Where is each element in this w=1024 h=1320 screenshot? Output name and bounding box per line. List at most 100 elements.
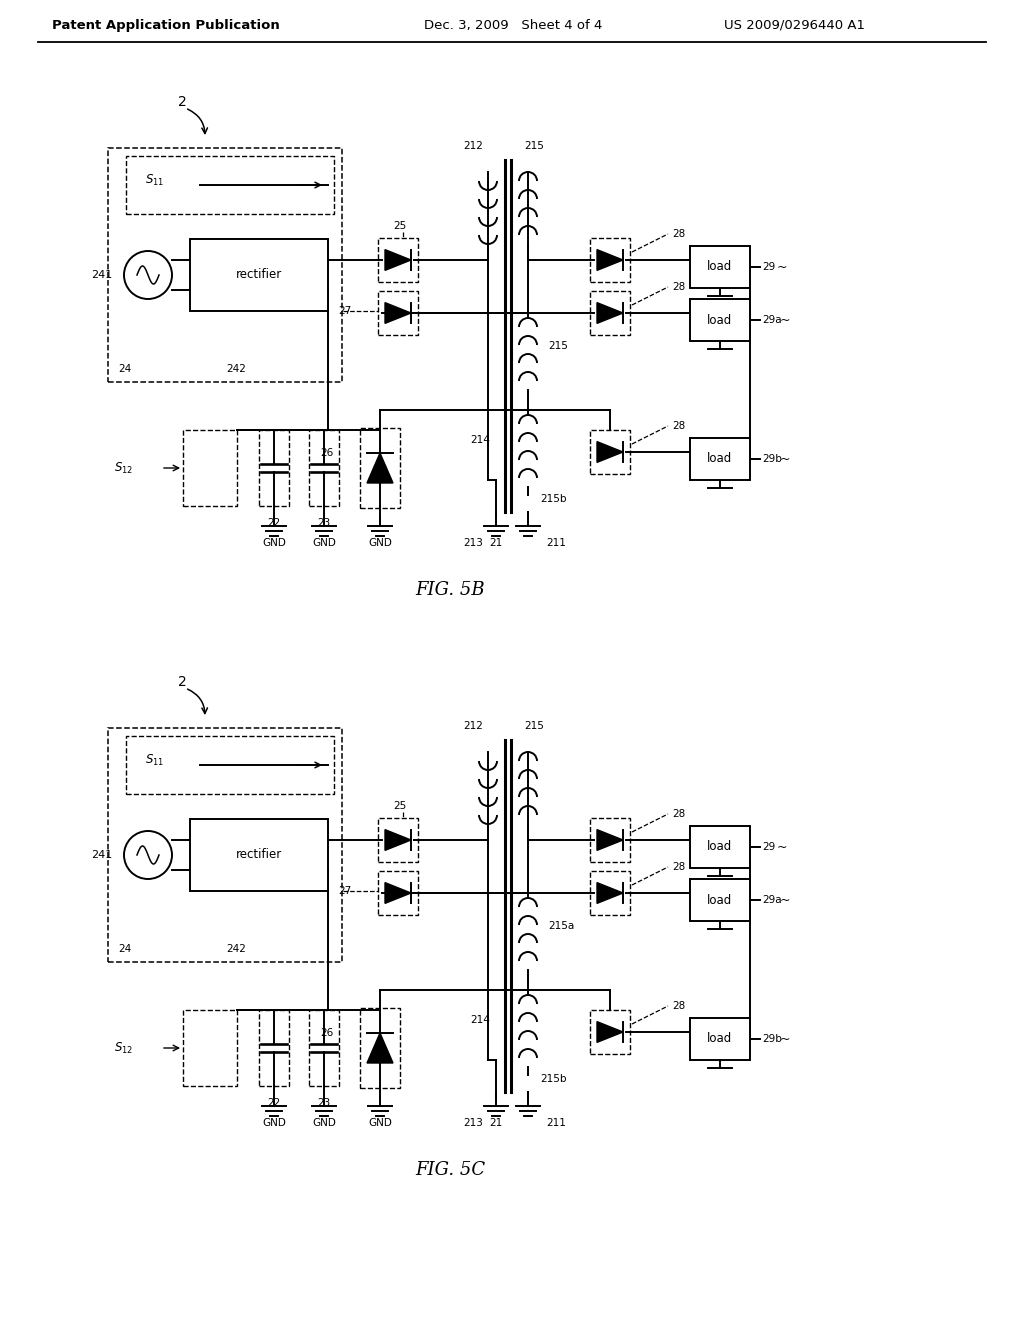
Text: $S_{11}$: $S_{11}$ <box>145 173 164 187</box>
Bar <box>378 818 418 862</box>
Polygon shape <box>597 883 623 903</box>
Text: 215a: 215a <box>548 921 574 931</box>
Bar <box>183 1010 237 1086</box>
Text: 29b: 29b <box>762 1034 782 1044</box>
Text: Dec. 3, 2009   Sheet 4 of 4: Dec. 3, 2009 Sheet 4 of 4 <box>424 18 602 32</box>
Text: load: load <box>708 453 732 466</box>
Text: GND: GND <box>312 539 336 548</box>
Text: 212: 212 <box>463 721 483 731</box>
Text: $S_{12}$: $S_{12}$ <box>114 1040 133 1056</box>
Text: $S_{11}$: $S_{11}$ <box>145 752 164 767</box>
Text: 29b: 29b <box>762 454 782 465</box>
Text: US 2009/0296440 A1: US 2009/0296440 A1 <box>724 18 865 32</box>
Bar <box>309 430 339 506</box>
Polygon shape <box>385 883 411 903</box>
Text: 25: 25 <box>393 220 407 231</box>
Text: Patent Application Publication: Patent Application Publication <box>52 18 280 32</box>
Text: 28: 28 <box>672 421 685 432</box>
Text: 22: 22 <box>267 517 281 528</box>
Text: 28: 28 <box>672 228 685 239</box>
Polygon shape <box>597 829 623 850</box>
Bar <box>690 246 750 288</box>
Text: 241: 241 <box>91 271 112 280</box>
Bar <box>126 156 334 214</box>
Bar <box>378 871 418 915</box>
Polygon shape <box>597 249 623 271</box>
Text: 215: 215 <box>548 341 568 351</box>
Text: load: load <box>708 1032 732 1045</box>
Text: 21: 21 <box>489 539 503 548</box>
Text: 214: 214 <box>470 436 490 445</box>
Text: 24: 24 <box>118 364 131 374</box>
Text: ~: ~ <box>777 841 787 854</box>
Text: 22: 22 <box>267 1098 281 1107</box>
Bar <box>690 300 750 341</box>
Text: 242: 242 <box>226 364 246 374</box>
Polygon shape <box>367 453 393 483</box>
Bar <box>690 438 750 480</box>
Text: 29: 29 <box>762 842 775 851</box>
Bar <box>309 1010 339 1086</box>
Text: 29a: 29a <box>762 895 781 906</box>
Text: 26: 26 <box>319 1028 333 1038</box>
Polygon shape <box>367 1034 393 1063</box>
Text: GND: GND <box>312 1118 336 1129</box>
Polygon shape <box>385 302 411 323</box>
Text: load: load <box>708 314 732 326</box>
Text: 28: 28 <box>672 1001 685 1011</box>
Polygon shape <box>597 442 623 462</box>
Text: 215b: 215b <box>540 1074 566 1084</box>
Text: ~: ~ <box>780 314 791 326</box>
Bar <box>690 826 750 869</box>
Bar <box>590 290 630 335</box>
Bar <box>360 1008 400 1088</box>
Bar <box>108 148 342 381</box>
Text: ~: ~ <box>780 453 791 466</box>
Text: 2: 2 <box>178 95 186 110</box>
Bar <box>190 818 328 891</box>
Text: 27: 27 <box>338 886 351 896</box>
Text: 29a: 29a <box>762 315 781 325</box>
Bar <box>183 430 237 506</box>
Text: 212: 212 <box>463 141 483 150</box>
Bar <box>126 737 334 795</box>
Text: 28: 28 <box>672 862 685 873</box>
Text: 23: 23 <box>317 517 331 528</box>
Text: FIG. 5C: FIG. 5C <box>415 1162 485 1179</box>
Text: GND: GND <box>368 1118 392 1129</box>
Text: GND: GND <box>262 539 286 548</box>
Text: 215: 215 <box>524 721 544 731</box>
Text: 215: 215 <box>524 141 544 150</box>
Text: rectifier: rectifier <box>236 268 283 281</box>
Text: ~: ~ <box>780 894 791 907</box>
Text: 211: 211 <box>546 539 566 548</box>
Text: 215b: 215b <box>540 494 566 504</box>
Bar <box>259 430 289 506</box>
Text: 213: 213 <box>463 539 483 548</box>
Text: load: load <box>708 260 732 273</box>
Bar <box>590 430 630 474</box>
Text: 242: 242 <box>226 944 246 954</box>
Text: GND: GND <box>368 539 392 548</box>
Bar <box>590 1010 630 1053</box>
Bar <box>590 818 630 862</box>
Text: 28: 28 <box>672 809 685 818</box>
Text: ~: ~ <box>780 1032 791 1045</box>
Text: 23: 23 <box>317 1098 331 1107</box>
Text: 21: 21 <box>489 1118 503 1129</box>
Bar <box>690 879 750 921</box>
Text: ~: ~ <box>777 260 787 273</box>
Text: rectifier: rectifier <box>236 849 283 862</box>
Text: $S_{12}$: $S_{12}$ <box>114 461 133 475</box>
Text: load: load <box>708 894 732 907</box>
Text: load: load <box>708 841 732 854</box>
Text: 24: 24 <box>118 944 131 954</box>
Text: 28: 28 <box>672 282 685 292</box>
Bar <box>108 729 342 962</box>
Text: FIG. 5B: FIG. 5B <box>415 581 484 599</box>
Bar <box>590 238 630 282</box>
Text: 211: 211 <box>546 1118 566 1129</box>
Bar <box>190 239 328 312</box>
Polygon shape <box>385 829 411 850</box>
Bar <box>690 1018 750 1060</box>
